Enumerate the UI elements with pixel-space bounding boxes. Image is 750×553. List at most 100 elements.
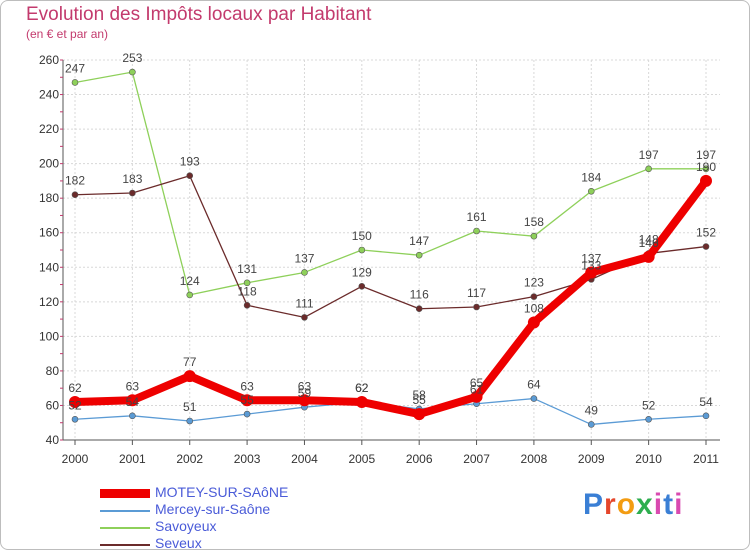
data-point-motey-sur-sa-ne [183,370,196,383]
data-point-savoyeux [473,227,480,235]
data-label-mercey-sur-sa-ne: 64 [527,378,541,392]
data-point-motey-sur-sa-ne [470,390,483,403]
data-label-savoyeux: 158 [524,215,544,229]
x-tick-label: 2000 [62,452,89,466]
data-label-savoyeux: 147 [409,234,429,248]
data-label-motey-sur-sa-ne: 62 [68,381,82,395]
x-tick-label: 2006 [406,452,433,466]
data-point-savoyeux [415,251,423,259]
legend-swatch-savoyeux [100,527,150,529]
legend-label-mercey: Mercey-sur-Saône [155,501,271,517]
data-label-seveux: 193 [180,155,200,169]
data-point-mercey-sur-sa-ne [71,415,79,423]
data-point-mercey-sur-sa-ne [186,417,194,425]
data-point-motey-sur-sa-ne [585,266,598,279]
series [69,68,712,428]
y-tick-label: 120 [39,295,59,309]
y-tick-label: 220 [39,122,59,136]
data-point-motey-sur-sa-ne [126,394,139,407]
data-label-seveux: 152 [696,226,716,240]
x-tick-label: 2009 [578,452,605,466]
data-label-mercey-sur-sa-ne: 52 [68,398,82,412]
data-label-motey-sur-sa-ne: 108 [524,302,544,316]
data-point-seveux [358,282,366,290]
proxiti-logo: Proxiti [583,488,684,521]
data-point-motey-sur-sa-ne [241,394,254,407]
data-label-mercey-sur-sa-ne: 54 [126,395,140,409]
data-point-savoyeux [645,165,652,173]
data-point-mercey-sur-sa-ne [645,415,652,423]
x-tick-label: 2008 [521,452,548,466]
data-point-seveux [129,189,136,197]
series-line-motey-sur-sa-ne [71,176,710,419]
data-label-motey-sur-sa-ne: 55 [413,393,427,407]
data-label-motey-sur-sa-ne: 77 [183,355,197,369]
data-label-savoyeux: 253 [122,51,142,65]
data-point-mercey-sur-sa-ne [129,412,136,420]
data-point-seveux [243,301,251,309]
data-label-savoyeux: 150 [352,229,372,243]
series-line-seveux [74,175,707,319]
data-label-mercey-sur-sa-ne: 61 [470,383,484,397]
x-tick-label: 2011 [693,452,719,466]
data-point-seveux [71,191,79,199]
data-point-savoyeux [301,269,308,276]
data-label-savoyeux: 247 [65,61,85,75]
data-label-seveux: 117 [467,286,486,300]
data-point-mercey-sur-sa-ne [530,395,538,402]
legend-label-motey: MOTEY-SUR-SAôNE [155,484,289,500]
chart-plot: 40 60 80 100 120 140 160 180 200 220 240 260 2000 200… [39,51,720,466]
chart-subtitle: (en € et par an) [26,27,109,41]
data-label-motey-sur-sa-ne: 63 [298,379,312,393]
data-label-motey-sur-sa-ne: 146 [639,236,659,250]
data-label-seveux: 182 [65,174,85,188]
data-label-motey-sur-sa-ne: 63 [240,379,254,393]
data-point-motey-sur-sa-ne [527,316,540,329]
data-label-seveux: 133 [581,258,601,272]
data-point-motey-sur-sa-ne [69,396,81,408]
x-tick-label: 2001 [119,452,146,466]
data-point-motey-sur-sa-ne [355,396,368,408]
data-label-seveux: 183 [122,172,142,186]
data-point-savoyeux [71,79,79,86]
data-point-savoyeux [702,165,710,173]
data-label-motey-sur-sa-ne: 190 [696,160,716,174]
legend-label-savoyeux: Savoyeux [155,518,217,534]
data-label-motey-sur-sa-ne: 62 [355,381,369,395]
data-label-mercey-sur-sa-ne: 49 [585,403,599,417]
data-point-mercey-sur-sa-ne [243,410,251,418]
x-tick-label: 2005 [348,452,375,466]
data-label-savoyeux: 197 [696,148,716,162]
y-tick-label: 80 [46,364,60,378]
chart-title: Evolution des Impôts locaux par Habitant [26,4,372,25]
data-label-seveux: 123 [524,276,544,290]
data-point-seveux [415,305,423,313]
data-label-motey-sur-sa-ne: 137 [581,251,601,265]
data-point-seveux [702,243,710,250]
legend-label-seveux: Seveux [155,535,202,551]
data-point-savoyeux [243,279,251,287]
data-label-savoyeux: 137 [294,251,314,265]
x-tick-label: 2003 [234,452,261,466]
data-label-mercey-sur-sa-ne: 54 [699,395,713,409]
y-tick-label: 200 [39,157,59,171]
data-point-savoyeux [530,232,538,240]
data-label-savoyeux: 161 [467,210,487,224]
data-label-seveux: 118 [238,284,257,298]
data-point-motey-sur-sa-ne [700,174,712,187]
data-label-seveux: 111 [295,296,314,310]
y-tick-label: 160 [39,226,59,240]
y-tick-label: 180 [39,191,59,205]
x-tick-label: 2004 [291,452,318,466]
data-point-mercey-sur-sa-ne [587,421,595,428]
axes: 40 60 80 100 120 140 160 180 200 220 240 260 2000 200… [39,53,720,466]
x-tick-label: 2007 [463,452,490,466]
legend-swatch-mercey [100,510,150,512]
data-label-savoyeux: 124 [180,274,200,288]
legend-swatch-motey [100,489,150,498]
data-label-mercey-sur-sa-ne: 62 [355,381,369,395]
data-point-savoyeux [129,68,136,76]
data-label-savoyeux: 131 [237,262,257,276]
data-label-mercey-sur-sa-ne: 51 [183,400,197,414]
data-point-motey-sur-sa-ne [642,250,655,263]
